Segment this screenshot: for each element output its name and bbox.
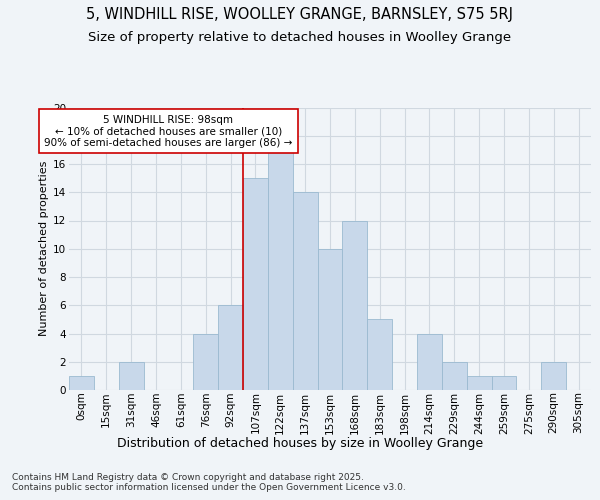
Bar — [541, 362, 566, 390]
Bar — [417, 334, 442, 390]
Bar — [268, 150, 293, 390]
Bar — [442, 362, 467, 390]
Bar — [193, 334, 218, 390]
Text: 5, WINDHILL RISE, WOOLLEY GRANGE, BARNSLEY, S75 5RJ: 5, WINDHILL RISE, WOOLLEY GRANGE, BARNSL… — [86, 8, 514, 22]
Bar — [367, 320, 392, 390]
Bar — [343, 220, 367, 390]
Bar — [69, 376, 94, 390]
Text: Distribution of detached houses by size in Woolley Grange: Distribution of detached houses by size … — [117, 438, 483, 450]
Text: 5 WINDHILL RISE: 98sqm
← 10% of detached houses are smaller (10)
90% of semi-det: 5 WINDHILL RISE: 98sqm ← 10% of detached… — [44, 114, 293, 148]
Text: Contains HM Land Registry data © Crown copyright and database right 2025.
Contai: Contains HM Land Registry data © Crown c… — [12, 472, 406, 492]
Bar — [317, 249, 343, 390]
Bar — [491, 376, 517, 390]
Bar — [119, 362, 143, 390]
Y-axis label: Number of detached properties: Number of detached properties — [39, 161, 49, 336]
Bar — [467, 376, 491, 390]
Text: Size of property relative to detached houses in Woolley Grange: Size of property relative to detached ho… — [88, 31, 512, 44]
Bar — [218, 305, 243, 390]
Bar — [243, 178, 268, 390]
Bar — [293, 192, 317, 390]
